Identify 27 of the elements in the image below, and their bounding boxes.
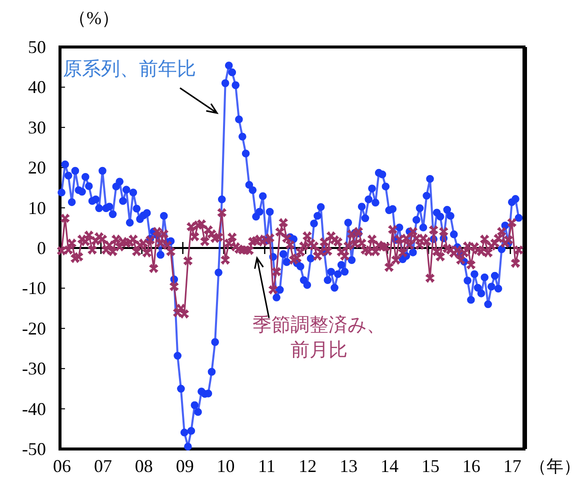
- x-tick-label: 09: [176, 456, 194, 476]
- x-tick-label: 11: [258, 456, 276, 476]
- annotation: 原系列、前年比: [63, 58, 197, 82]
- y-tick-label: 50: [28, 37, 46, 57]
- x-tick-label: 07: [94, 456, 112, 476]
- y-tick-label: 10: [28, 198, 46, 218]
- y-tick-label: 40: [28, 77, 46, 98]
- y-tick-label: 0: [37, 238, 46, 258]
- x-tick-label: 15: [421, 456, 440, 476]
- x-axis-title: （年）: [530, 457, 575, 476]
- x-tick-label: 14: [380, 456, 399, 476]
- x-tick-label: 12: [298, 456, 317, 476]
- y-axis-title: （%）: [68, 8, 120, 28]
- x-tick-label: 16: [462, 456, 480, 476]
- x-tick-label: 10: [216, 456, 235, 476]
- y-tick-label: -30: [22, 358, 46, 379]
- x-tick-label: 06: [53, 456, 71, 476]
- x-tick-label: 13: [340, 456, 358, 476]
- annotation: 季節調整済み、前月比: [252, 314, 386, 363]
- y-tick-label: -50: [22, 439, 46, 459]
- y-tick-label: 30: [28, 117, 46, 138]
- x-tick-label: 08: [134, 456, 153, 476]
- y-tick-label: 20: [28, 158, 46, 178]
- y-tick-label: -40: [22, 398, 46, 419]
- y-tick-label: -20: [22, 318, 46, 338]
- x-tick-label: 17: [503, 456, 522, 476]
- y-tick-label: -10: [22, 278, 46, 298]
